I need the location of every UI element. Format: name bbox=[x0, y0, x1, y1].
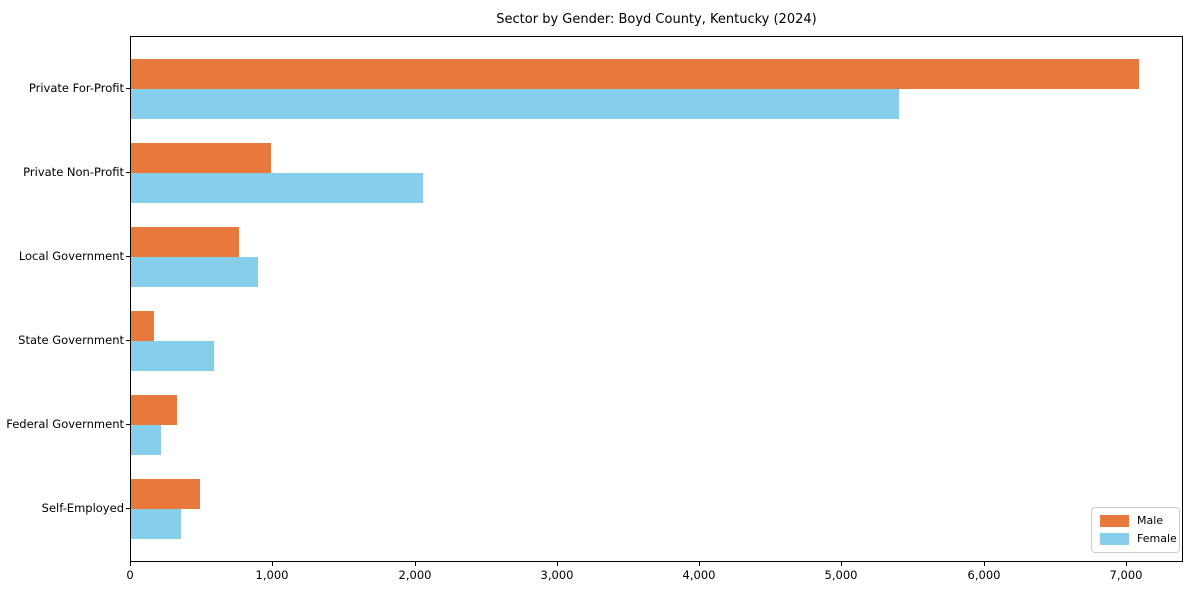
bar-female-state-government bbox=[131, 341, 214, 371]
legend-label-male: Male bbox=[1137, 514, 1164, 527]
bar-male-state-government bbox=[131, 311, 154, 341]
x-tick-label-7000: 7,000 bbox=[1109, 568, 1143, 582]
x-tick-label-3000: 3,000 bbox=[540, 568, 574, 582]
x-tick-label-0: 0 bbox=[126, 568, 134, 582]
x-tick-label-5000: 5,000 bbox=[824, 568, 858, 582]
x-tick-mark bbox=[557, 562, 558, 566]
bar-female-self-employed bbox=[131, 509, 181, 539]
bar-female-private-non-profit bbox=[131, 173, 423, 203]
y-tick-mark bbox=[126, 256, 130, 257]
bar-male-self-employed bbox=[131, 479, 200, 509]
bar-male-federal-government bbox=[131, 395, 177, 425]
bar-male-private-for-profit bbox=[131, 59, 1139, 89]
y-tick-mark bbox=[126, 508, 130, 509]
x-tick-label-2000: 2,000 bbox=[398, 568, 432, 582]
x-tick-mark bbox=[984, 562, 985, 566]
legend-entry-female: Female bbox=[1100, 532, 1177, 546]
x-tick-mark bbox=[1126, 562, 1127, 566]
y-tick-label-federal-government: Federal Government bbox=[6, 417, 124, 431]
bar-female-federal-government bbox=[131, 425, 161, 455]
y-tick-label-state-government: State Government bbox=[18, 333, 124, 347]
bar-male-private-non-profit bbox=[131, 143, 271, 173]
legend-swatch-female bbox=[1100, 533, 1129, 545]
x-tick-mark bbox=[415, 562, 416, 566]
legend-entry-male: Male bbox=[1100, 514, 1171, 528]
x-tick-label-1000: 1,000 bbox=[255, 568, 289, 582]
x-tick-label-4000: 4,000 bbox=[682, 568, 716, 582]
y-tick-mark bbox=[126, 424, 130, 425]
y-tick-label-private-for-profit: Private For-Profit bbox=[28, 81, 124, 95]
y-tick-mark bbox=[126, 340, 130, 341]
y-tick-label-local-government: Local Government bbox=[18, 249, 124, 263]
bar-female-private-for-profit bbox=[131, 89, 899, 119]
x-tick-mark bbox=[699, 562, 700, 566]
y-tick-mark bbox=[126, 88, 130, 89]
y-tick-mark bbox=[126, 172, 130, 173]
y-tick-label-private-non-profit: Private Non-Profit bbox=[23, 165, 124, 179]
bar-male-local-government bbox=[131, 227, 239, 257]
legend: Male Female bbox=[1091, 507, 1180, 553]
legend-label-female: Female bbox=[1137, 532, 1177, 545]
x-tick-mark bbox=[130, 562, 131, 566]
x-tick-label-6000: 6,000 bbox=[967, 568, 1001, 582]
chart-title: Sector by Gender: Boyd County, Kentucky … bbox=[496, 12, 817, 27]
legend-swatch-male bbox=[1100, 515, 1129, 527]
x-tick-mark bbox=[272, 562, 273, 566]
bar-female-local-government bbox=[131, 257, 258, 287]
y-tick-label-self-employed: Self-Employed bbox=[41, 501, 124, 515]
plot-area bbox=[130, 36, 1183, 562]
x-tick-mark bbox=[841, 562, 842, 566]
